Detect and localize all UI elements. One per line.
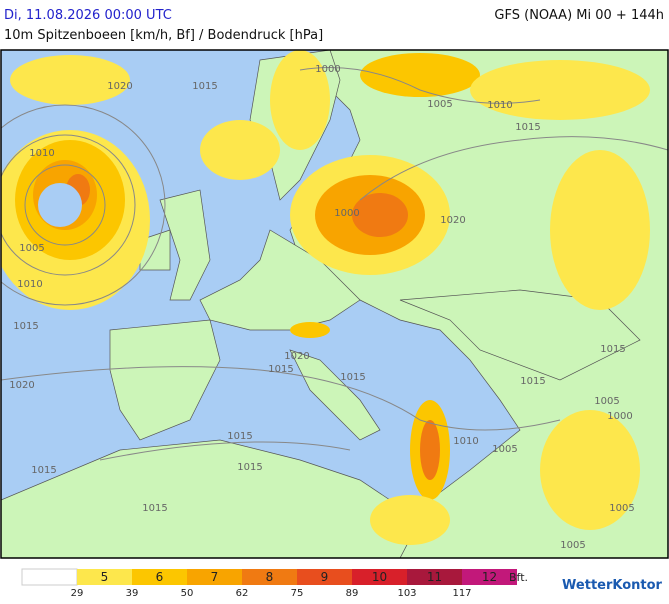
legend-swatch (297, 569, 352, 585)
legend-threshold: 103 (397, 588, 416, 599)
brand-logo: WetterKontor (562, 578, 663, 593)
model-run: GFS (NOAA) Mi 00 + 144h (494, 8, 664, 23)
isobar-label: 1000 (334, 208, 359, 219)
map-subtitle: 10m Spitzenboeen [km/h, Bf] / Bodendruck… (4, 28, 323, 43)
isobars (1, 67, 668, 461)
isobar-label: 1015 (192, 81, 217, 92)
isobar-label: 1005 (560, 540, 585, 551)
legend-threshold: 75 (291, 588, 304, 599)
legend-empty (21, 568, 78, 586)
isobar-label: 1015 (142, 503, 167, 514)
isobar-label: 1010 (453, 436, 478, 447)
isobar-label: 1005 (19, 243, 44, 254)
isobar-label: 1005 (492, 444, 517, 455)
isobar-label: 1005 (594, 396, 619, 407)
legend-class: 10 (372, 570, 387, 584)
legend-unit: Bft. (509, 571, 528, 584)
isobar-label: 1020 (107, 81, 132, 92)
isobar-label: 1015 (268, 364, 293, 375)
isobar-label: 1005 (427, 99, 452, 110)
isobar-label: 1020 (440, 215, 465, 226)
legend-threshold: 89 (346, 588, 359, 599)
isobar-label: 1005 (609, 503, 634, 514)
legend-class: 11 (427, 570, 442, 584)
legend-class: 9 (321, 570, 329, 584)
legend-swatch (242, 569, 297, 585)
isobar-label: 1000 (607, 411, 632, 422)
legend-class: 7 (211, 570, 219, 584)
legend-threshold: 29 (71, 588, 84, 599)
isobar-label: 1015 (237, 462, 262, 473)
isobar-label: 1015 (13, 321, 38, 332)
isobar-label: 1015 (31, 465, 56, 476)
legend-swatch (462, 569, 517, 585)
isobar-label: 1020 (9, 380, 34, 391)
legend-threshold: 117 (452, 588, 471, 599)
isobar-label: 1000 (315, 64, 340, 75)
isobar-label: 1010 (487, 100, 512, 111)
legend-class: 8 (266, 570, 274, 584)
legend-threshold: 50 (181, 588, 194, 599)
legend-swatch (187, 569, 242, 585)
isobar-label: 1020 (284, 351, 309, 362)
map-frame (0, 49, 669, 559)
isobar-label: 1015 (600, 344, 625, 355)
isobar-label: 1010 (29, 148, 54, 159)
isobar-label: 1015 (227, 431, 252, 442)
legend-class: 5 (101, 570, 109, 584)
map-date: Di, 11.08.2026 00:00 UTC (4, 8, 172, 23)
legend-class: 12 (482, 570, 497, 584)
legend-swatch (77, 569, 132, 585)
isobar-label: 1010 (17, 279, 42, 290)
legend-swatch (352, 569, 407, 585)
legend-class: 6 (156, 570, 164, 584)
legend-swatch (132, 569, 187, 585)
legend-threshold: 39 (126, 588, 139, 599)
isobar-label: 1015 (340, 372, 365, 383)
legend-swatch (407, 569, 462, 585)
isobar-label: 1015 (515, 122, 540, 133)
legend-threshold: 62 (236, 588, 249, 599)
isobar-label: 1015 (520, 376, 545, 387)
